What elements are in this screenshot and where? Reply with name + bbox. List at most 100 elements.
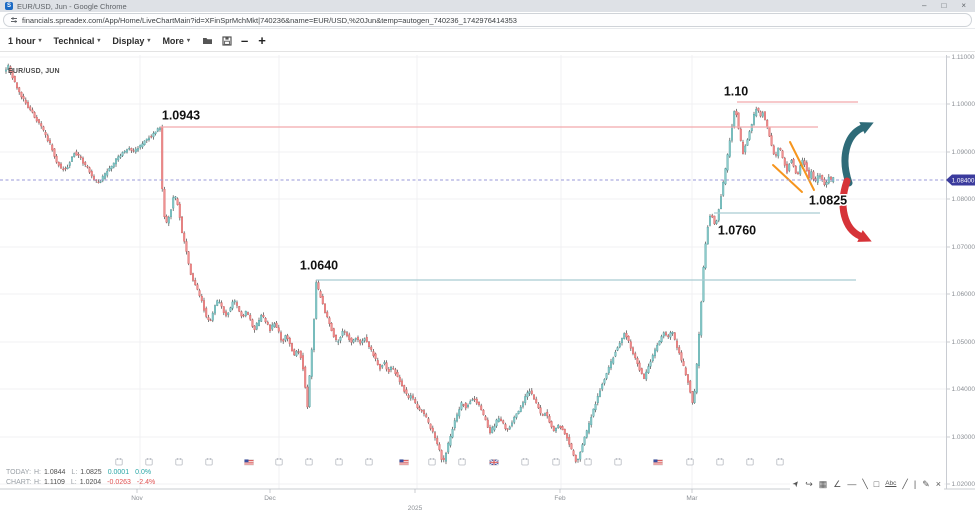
candle-body xyxy=(180,216,183,233)
candle-body xyxy=(737,112,740,129)
candle-body xyxy=(99,181,102,183)
price-axis-label: 1.03000 xyxy=(952,434,975,441)
price-axis-label: 1.04000 xyxy=(952,386,975,393)
address-bar[interactable]: financials.spreadex.com/App/Home/LiveCha… xyxy=(3,13,972,27)
price-annotation[interactable]: 1.0760 xyxy=(716,222,757,239)
zigzag-tool[interactable]: ↪ xyxy=(805,478,813,489)
calendar-event-icon[interactable] xyxy=(552,458,560,466)
calendar-event-icon[interactable] xyxy=(686,458,694,466)
minimize-button[interactable]: – xyxy=(922,1,927,10)
candle-body xyxy=(810,171,813,179)
candle-body xyxy=(29,106,32,110)
close-toolbar-icon[interactable]: × xyxy=(935,478,941,489)
calendar-event-icon[interactable] xyxy=(175,458,183,466)
calendar-event-icon[interactable] xyxy=(305,458,313,466)
candle-body xyxy=(163,189,166,217)
price-annotation[interactable]: 1.0825 xyxy=(807,192,848,209)
candle-body xyxy=(174,196,177,199)
candle-body xyxy=(572,450,575,456)
zoom-out-button[interactable]: – xyxy=(240,33,249,48)
candle-body xyxy=(445,453,448,462)
maximize-button[interactable]: □ xyxy=(941,1,947,10)
menu-display[interactable]: Display ▾ xyxy=(112,36,150,46)
channel-line-2[interactable] xyxy=(789,141,815,191)
candle-body xyxy=(84,162,87,165)
candle-body xyxy=(530,390,533,394)
candle-body xyxy=(484,416,487,421)
calendar-event-icon[interactable] xyxy=(365,458,373,466)
calendar-event-icon[interactable] xyxy=(716,458,724,466)
candle-body xyxy=(651,355,654,362)
candle-body xyxy=(260,314,263,322)
price-axis-label: 1.08000 xyxy=(952,196,975,203)
channel-line-1[interactable] xyxy=(772,164,803,193)
calendar-event-icon[interactable] xyxy=(145,458,153,466)
calendar-event-icon[interactable] xyxy=(335,458,343,466)
bullish-arrow[interactable] xyxy=(841,124,866,187)
calendar-event-icon[interactable] xyxy=(614,458,622,466)
candle-body xyxy=(790,160,793,163)
menu-technical[interactable]: Technical ▾ xyxy=(54,36,101,46)
chart-area: 1.0943 1.10 1.0825 1.0760 1.0640 1.11000 1.100… xyxy=(0,52,975,525)
candle-body xyxy=(724,168,727,185)
menu-timeframe[interactable]: 1 hour ▾ xyxy=(8,36,42,46)
menu-display-label: Display xyxy=(112,35,145,46)
save-chart-button[interactable] xyxy=(222,35,232,46)
brush-tool[interactable]: ✎ xyxy=(922,478,930,489)
cursor-tool[interactable]: ➤ xyxy=(789,478,802,490)
candle-body xyxy=(295,350,298,356)
candle-body xyxy=(717,209,720,221)
candle-body xyxy=(167,217,170,224)
candle-body xyxy=(346,332,349,336)
grid-tool[interactable]: ▦ xyxy=(818,478,828,489)
candle-body xyxy=(535,398,538,404)
candle-body xyxy=(823,179,826,185)
bearish-arrow[interactable] xyxy=(839,177,864,240)
bearish-arrow-head[interactable] xyxy=(857,230,872,242)
candle-body xyxy=(706,226,709,245)
ray-tool[interactable]: ╱ xyxy=(902,478,908,489)
candle-body xyxy=(709,216,712,226)
calendar-event-icon[interactable] xyxy=(521,458,529,466)
candle-body xyxy=(618,342,621,348)
menu-timeframe-label: 1 hour xyxy=(8,35,36,46)
zoom-in-button[interactable]: + xyxy=(258,33,266,48)
bullish-arrow-head[interactable] xyxy=(859,122,874,134)
angle-tool[interactable]: ∠ xyxy=(833,478,842,489)
vertical-line-tool[interactable]: | xyxy=(913,478,917,489)
candle-body xyxy=(596,396,599,403)
price-annotation[interactable]: 1.10 xyxy=(722,83,749,100)
open-chart-button[interactable] xyxy=(202,36,213,45)
calendar-event-icon[interactable] xyxy=(776,458,784,466)
calendar-event-icon[interactable] xyxy=(428,458,436,466)
candle-body xyxy=(568,437,571,445)
rectangle-tool[interactable]: □ xyxy=(873,478,880,489)
candle-body xyxy=(469,401,472,405)
candle-body xyxy=(592,408,595,417)
price-annotation[interactable]: 1.0640 xyxy=(298,257,339,274)
legend-series-name: TODAY: xyxy=(6,469,32,476)
menu-more[interactable]: More ▾ xyxy=(162,36,190,46)
calendar-event-icon[interactable] xyxy=(205,458,213,466)
candle-body xyxy=(744,145,747,153)
price-annotation[interactable]: 1.0943 xyxy=(160,107,201,124)
price-chart-canvas[interactable]: 1.0943 1.10 1.0825 1.0760 1.0640 1.11000 1.100… xyxy=(0,52,975,525)
us-flag-canton xyxy=(399,459,404,463)
trend-line-tool[interactable]: ╲ xyxy=(862,478,868,489)
candle-body xyxy=(343,331,346,333)
candle-body xyxy=(22,96,25,100)
site-info-icon[interactable] xyxy=(10,16,18,24)
candle-body xyxy=(253,325,256,331)
calendar-event-icon[interactable] xyxy=(275,458,283,466)
chevron-down-icon: ▾ xyxy=(97,38,101,44)
close-button[interactable]: × xyxy=(961,1,966,10)
candle-body xyxy=(423,410,426,415)
calendar-event-icon[interactable] xyxy=(458,458,466,466)
calendar-event-icon[interactable] xyxy=(584,458,592,466)
text-tool[interactable]: Abc xyxy=(885,479,897,487)
horizontal-line-tool[interactable]: — xyxy=(847,478,857,489)
calendar-event-icon[interactable] xyxy=(746,458,754,466)
candle-body xyxy=(31,109,34,113)
candle-body xyxy=(713,215,716,225)
calendar-event-icon[interactable] xyxy=(115,458,123,466)
